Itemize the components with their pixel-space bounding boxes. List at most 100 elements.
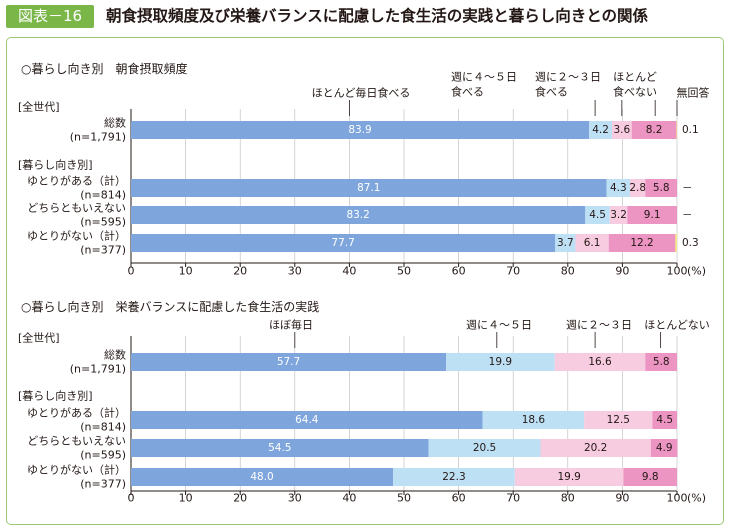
x-tick-label: 0	[128, 265, 135, 278]
bar-value-label: 0.1	[682, 124, 699, 136]
row-label: ゆとりがない（計）	[27, 229, 126, 243]
bar-segment	[608, 234, 676, 252]
row-n-label: (n=377)	[80, 478, 126, 491]
figure-header: 図表－16 朝食摂取頻度及び栄養バランスに配慮した食生活の実践と暮らし向きとの関…	[0, 0, 730, 34]
group-label: [暮らし向き別]	[18, 389, 93, 403]
bar-segment	[131, 411, 483, 429]
bar-segment	[630, 179, 646, 197]
x-tick-label: 70	[506, 492, 520, 505]
legend-label: 食べる	[535, 85, 568, 99]
group-label: [全世代]	[18, 331, 60, 345]
bar-value-label: 4.5	[589, 209, 606, 221]
group-label: [全世代]	[18, 100, 60, 114]
bar-value-label: 19.9	[557, 471, 580, 483]
bar-segment	[585, 206, 610, 224]
bar-segment	[645, 179, 677, 197]
bar-segment	[675, 234, 677, 252]
legend-label: 週に２～３日	[535, 71, 601, 84]
bar-value-label: 18.6	[522, 414, 546, 426]
bar-segment	[554, 353, 646, 371]
chart-title: ○暮らし向き別 栄養バランスに配慮した食生活の実践	[21, 299, 319, 314]
bar-segment	[514, 468, 624, 486]
bar-value-label: 5.8	[653, 356, 670, 368]
row-n-label: (n=377)	[80, 244, 126, 257]
bar-segment	[393, 468, 515, 486]
bar-segment	[131, 468, 394, 486]
x-tick-label: 90	[615, 265, 629, 278]
x-tick-label: 80	[561, 492, 575, 505]
bar-value-label: 12.5	[607, 414, 630, 426]
bar-value-label: 4.2	[592, 124, 609, 136]
x-tick-label: 60	[452, 492, 466, 505]
x-tick-label: 50	[397, 265, 411, 278]
bar-value-label: 2.8	[629, 182, 646, 194]
x-tick-label: 40	[342, 492, 356, 505]
bar-value-label: 83.9	[348, 124, 371, 136]
chart-panel: ○暮らし向き別 朝食摂取頻度 0 10 20 30 40 50 60 70 80 90 100 (%)[…	[6, 37, 724, 525]
bar-value-label: 19.9	[489, 356, 512, 368]
bar-value-label: 3.7	[557, 237, 574, 249]
bar-value-label: 20.2	[584, 442, 607, 454]
legend-label: ほぼ毎日	[269, 319, 313, 332]
bar-segment	[131, 439, 429, 457]
x-tick-label: 70	[506, 265, 520, 278]
bar-value-label: 48.0	[250, 471, 273, 483]
bar-segment	[575, 234, 609, 252]
legend-label: ほとんど毎日食べる	[312, 86, 411, 100]
bar-value-label: 64.4	[295, 414, 319, 426]
bar-value-label: 54.5	[268, 442, 291, 454]
bar-value-label: 3.2	[610, 209, 627, 221]
bar-value-label: 57.7	[277, 356, 300, 368]
bar-segment	[555, 234, 576, 252]
row-label: 総数	[104, 116, 126, 130]
row-n-label: (n=595)	[80, 216, 126, 229]
bar-value-label: －	[682, 209, 693, 221]
x-tick-label: 0	[128, 492, 135, 505]
legend-label: ほとんどない	[644, 319, 709, 332]
bar-segment	[584, 411, 653, 429]
x-tick-label: 10	[179, 492, 193, 505]
row-n-label: (n=595)	[80, 449, 126, 462]
bar-segment	[676, 121, 677, 139]
legend-label: 週に２～３日	[566, 319, 632, 332]
row-label: ゆとりがない（計）	[27, 463, 126, 477]
x-tick-label: 40	[342, 265, 356, 278]
bar-segment	[482, 411, 585, 429]
row-label: 総数	[104, 348, 126, 362]
bar-segment	[131, 179, 607, 197]
bar-segment	[131, 234, 556, 252]
bar-segment	[131, 353, 447, 371]
legend-label: 食べない	[613, 85, 657, 99]
bar-value-label: －	[682, 182, 693, 194]
bar-value-label: 8.2	[646, 124, 663, 136]
x-tick-label: 80	[561, 265, 575, 278]
row-n-label: (n=1,791)	[70, 363, 126, 376]
bar-value-label: 3.6	[614, 124, 631, 136]
row-n-label: (n=1,791)	[70, 131, 126, 144]
bar-segment	[623, 468, 677, 486]
x-unit-label: (%)	[687, 492, 706, 505]
bar-segment	[131, 121, 590, 139]
bar-value-label: 87.1	[357, 182, 380, 194]
figure-title: 朝食摂取頻度及び栄養バランスに配慮した食生活の実践と暮らし向きとの関係	[106, 7, 649, 25]
x-tick-label: 30	[288, 265, 302, 278]
bar-value-label: 12.2	[630, 237, 653, 249]
x-tick-label: 30	[288, 492, 302, 505]
bar-segment	[631, 121, 677, 139]
x-tick-label: 20	[233, 492, 247, 505]
bar-value-label: 22.3	[442, 471, 465, 483]
bar-value-label: 83.2	[346, 209, 369, 221]
bar-segment	[652, 411, 677, 429]
bar-segment	[645, 353, 677, 371]
row-label: ゆとりがある（計）	[27, 174, 126, 188]
bar-value-label: 9.1	[644, 209, 661, 221]
bar-segment	[589, 121, 613, 139]
bar-segment	[609, 206, 628, 224]
bar-value-label: 16.6	[588, 356, 612, 368]
x-tick-label: 60	[452, 265, 466, 278]
legend-label: 無回答	[677, 86, 710, 100]
legend-label: 週に４～５日	[451, 71, 517, 84]
bar-segment	[627, 206, 677, 224]
bar-value-label: 4.9	[656, 442, 673, 454]
